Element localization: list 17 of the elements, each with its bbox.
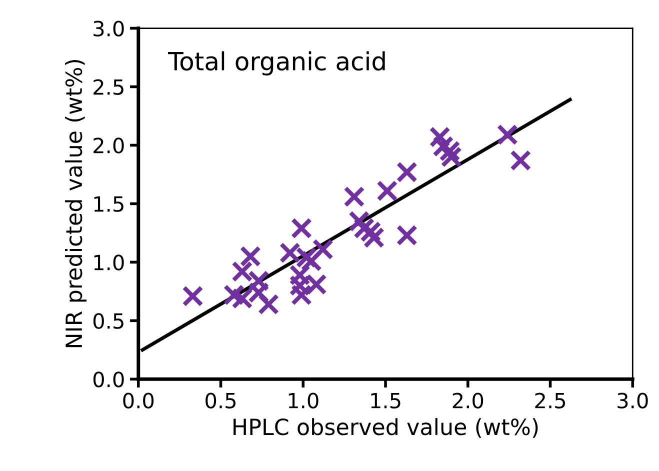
x-axis-title: HPLC observed value (wt%) xyxy=(234,418,538,438)
y-tick-label: 2.5 xyxy=(94,79,124,95)
x-tick-label: 3.0 xyxy=(618,392,648,408)
annotation: Total organic acid xyxy=(168,51,385,76)
y-tick-label: 2.0 xyxy=(94,138,124,154)
x-tick-label: 1.5 xyxy=(371,392,400,408)
x-tick-label: 2.0 xyxy=(452,392,484,408)
y-axis-title: NIR predicted value (wt%) xyxy=(65,60,87,348)
x-tick-label: 2.5 xyxy=(535,392,566,408)
x-tick-label: 0.5 xyxy=(206,392,236,408)
y-tick-label: 0.0 xyxy=(93,372,124,388)
y-tick-label: 0.5 xyxy=(93,313,124,329)
y-tick-label: 3.0 xyxy=(94,20,124,36)
y-tick-label: 1.5 xyxy=(94,196,124,212)
x-tick-label: 1.0 xyxy=(288,392,318,408)
x-tick-label: 0.0 xyxy=(123,392,154,408)
y-tick-label: 1.0 xyxy=(94,254,124,270)
